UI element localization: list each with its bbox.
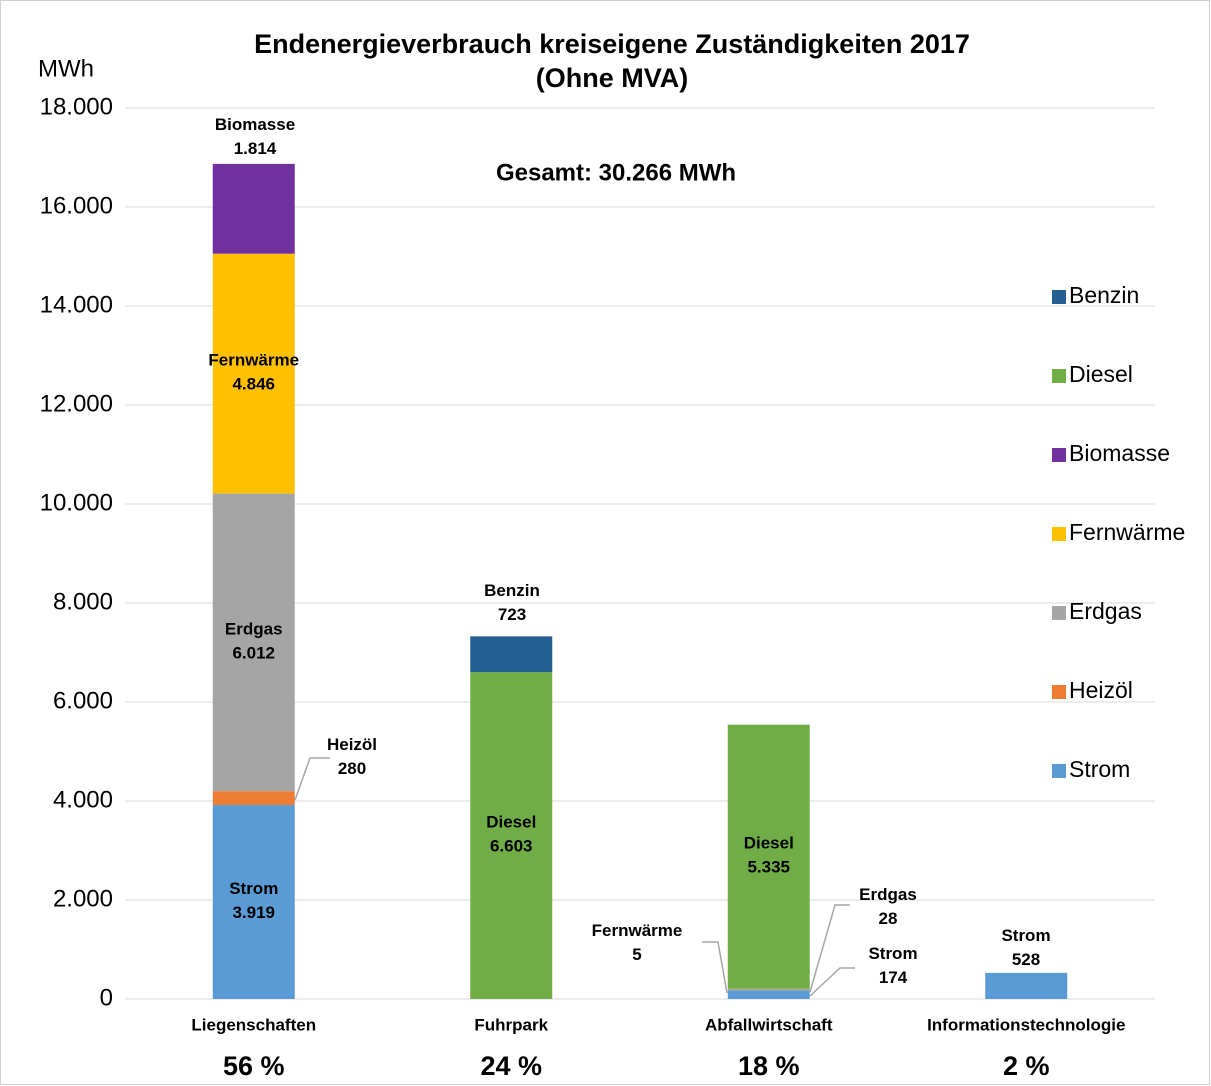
bar-segment — [212, 493, 295, 792]
legend-label: Erdgas — [1069, 598, 1142, 624]
data-label-name: Heizöl — [327, 735, 377, 754]
legend-label: Heizöl — [1069, 677, 1133, 703]
legend-swatch — [1052, 290, 1066, 304]
y-tick-label: 0 — [100, 984, 113, 1011]
data-label-value: 528 — [1012, 950, 1040, 969]
data-label-value: 174 — [879, 968, 908, 987]
x-tick-label: Abfallwirtschaft — [705, 1015, 833, 1034]
legend-label: Fernwärme — [1069, 519, 1185, 545]
data-label-name: Strom — [868, 944, 917, 963]
legend-label: Strom — [1069, 756, 1130, 782]
data-label: Strom 528 — [1001, 926, 1050, 969]
data-label-value: 1.814 — [234, 139, 277, 158]
bar-segment — [212, 805, 295, 999]
chart-subtitle: (Ohne MVA) — [536, 63, 688, 93]
data-label-name: Diesel — [744, 834, 794, 853]
legend-swatch — [1052, 764, 1066, 778]
legend-swatch — [1052, 606, 1066, 620]
data-label-name: Fernwärme — [592, 921, 683, 940]
legend-label: Biomasse — [1069, 440, 1170, 466]
data-label-name: Diesel — [486, 813, 536, 832]
y-tick-label: 16.000 — [40, 192, 113, 219]
x-tick-label: Liegenschaften — [191, 1015, 316, 1034]
bar-segment — [212, 163, 295, 254]
y-tick-label: 12.000 — [40, 390, 113, 417]
y-tick-label: 8.000 — [53, 588, 113, 615]
share-label: 18 % — [738, 1051, 800, 1081]
data-label: Fernwärme 5 — [592, 921, 683, 964]
y-axis-label: MWh — [38, 55, 94, 82]
data-label-value: 5 — [632, 945, 641, 964]
data-label-value: 723 — [498, 605, 526, 624]
data-label: Biomasse 1.814 — [215, 115, 295, 158]
y-tick-label: 14.000 — [40, 291, 113, 318]
bar-segment — [212, 253, 295, 494]
legend-swatch — [1052, 448, 1066, 462]
share-label: 2 % — [1003, 1051, 1050, 1081]
bar-segment — [727, 724, 810, 989]
bar-segment — [985, 972, 1068, 999]
data-label: Fernwärme 4.846 — [208, 351, 299, 394]
data-label-value: 6.012 — [232, 644, 275, 663]
bar-segment — [470, 672, 553, 999]
y-tick-label: 2.000 — [53, 885, 113, 912]
data-label-name: Benzin — [484, 581, 540, 600]
data-label-value: 280 — [338, 759, 366, 778]
legend-swatch — [1052, 685, 1066, 699]
x-tick-label: Fuhrpark — [474, 1015, 548, 1034]
data-label-value: 3.919 — [232, 903, 275, 922]
legend-swatch — [1052, 369, 1066, 383]
data-label-value: 5.335 — [747, 858, 790, 877]
share-label: 24 % — [480, 1051, 542, 1081]
leader-line — [294, 757, 330, 801]
data-label-name: Erdgas — [225, 620, 283, 639]
data-label: Heizöl 280 — [327, 735, 377, 778]
y-tick-label: 18.000 — [40, 93, 113, 120]
data-label-value: 6.603 — [490, 837, 533, 856]
x-tick-label: Informationstechnologie — [927, 1015, 1125, 1034]
data-label-name: Biomasse — [215, 115, 295, 134]
data-label-value: 28 — [879, 909, 898, 928]
data-label: Strom 174 — [868, 944, 917, 987]
y-tick-label: 4.000 — [53, 786, 113, 813]
data-label: Benzin 723 — [484, 581, 540, 624]
data-label: Diesel 6.603 — [486, 813, 536, 856]
leader-line — [809, 967, 855, 997]
data-label: Strom 3.919 — [229, 879, 278, 922]
legend-swatch — [1052, 527, 1066, 541]
data-label: Erdgas 6.012 — [225, 620, 283, 663]
share-label: 56 % — [223, 1051, 285, 1081]
y-tick-label: 10.000 — [40, 489, 113, 516]
y-tick-label: 6.000 — [53, 687, 113, 714]
data-label-name: Fernwärme — [208, 351, 299, 370]
leader-line — [809, 904, 850, 993]
bar-segment — [212, 791, 295, 806]
data-label: Erdgas 28 — [859, 885, 917, 928]
leader-line — [702, 941, 728, 994]
bar-segment — [727, 990, 810, 999]
total-annotation: Gesamt: 30.266 MWh — [496, 159, 736, 186]
legend-label: Diesel — [1069, 361, 1133, 387]
chart-title: Endenergieverbrauch kreiseigene Zuständi… — [254, 29, 970, 59]
bar-segment — [470, 636, 553, 673]
data-label-name: Strom — [229, 879, 278, 898]
data-label-name: Strom — [1001, 926, 1050, 945]
data-label-name: Erdgas — [859, 885, 917, 904]
data-label-value: 4.846 — [232, 375, 275, 394]
data-label: Diesel 5.335 — [744, 834, 794, 877]
legend-label: Benzin — [1069, 282, 1139, 308]
bar-segment — [727, 989, 810, 991]
